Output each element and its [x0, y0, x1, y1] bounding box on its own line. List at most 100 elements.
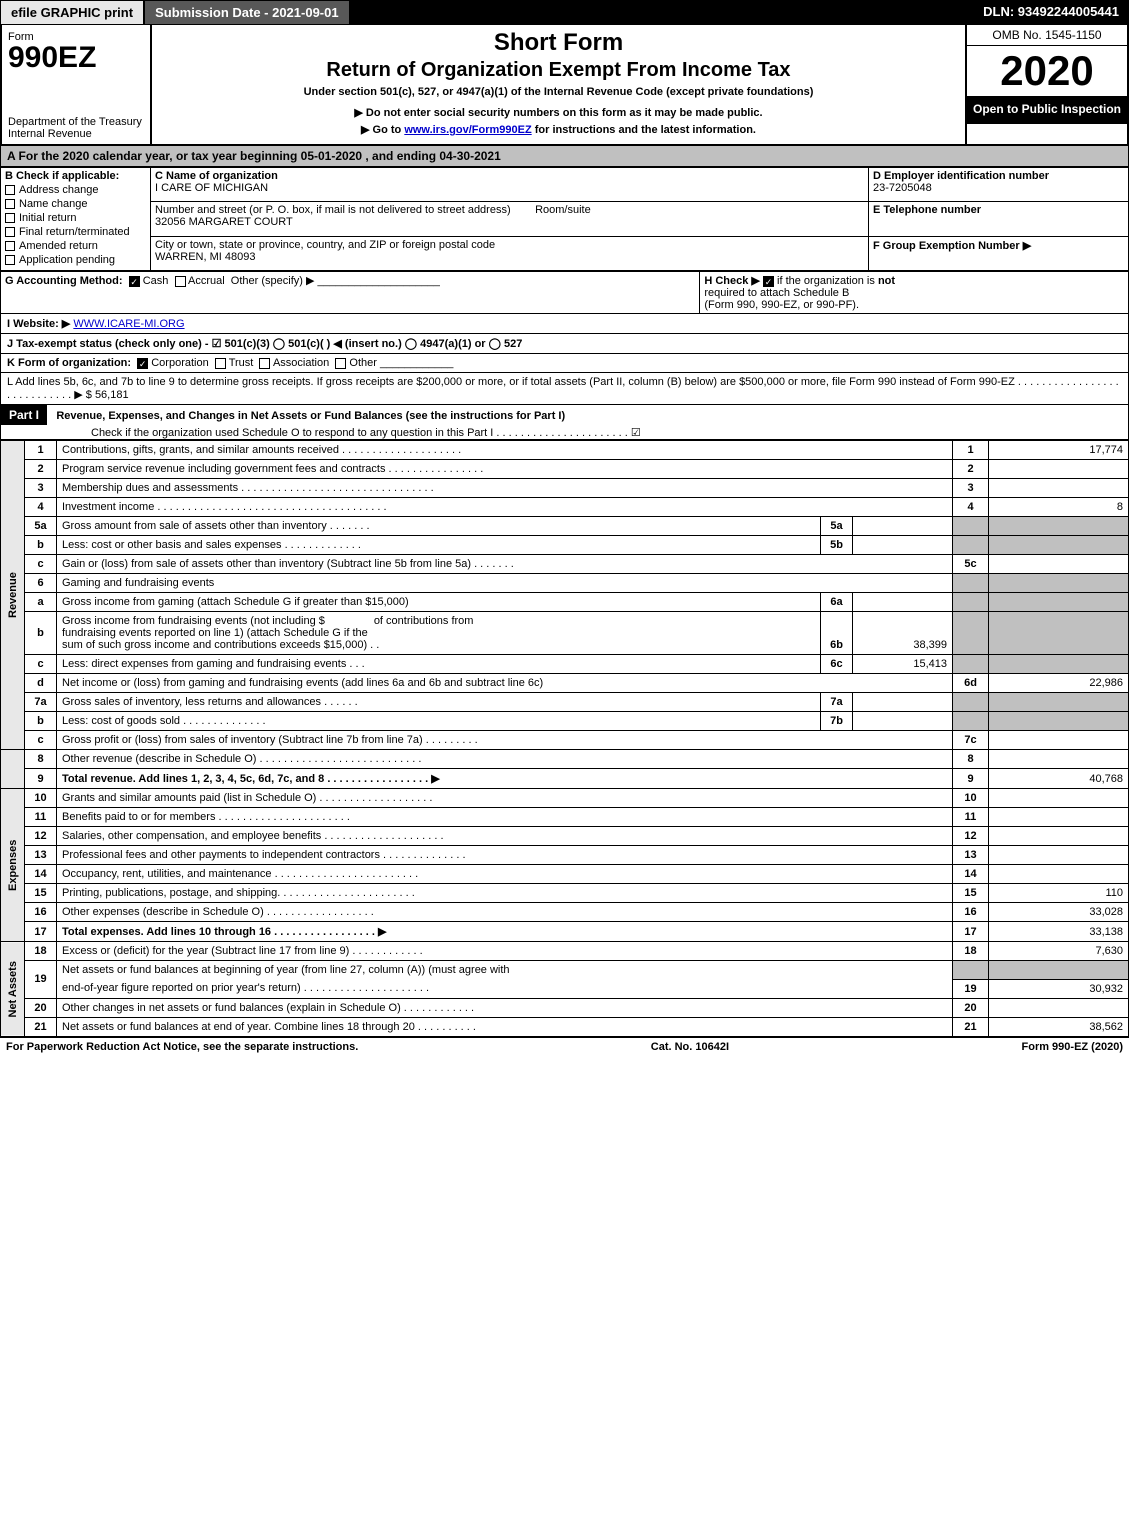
l6b-sl: 6b	[821, 612, 853, 655]
h-text2: if the organization is	[777, 275, 875, 287]
l6a-desc: Gross income from gaming (attach Schedul…	[57, 593, 821, 612]
room-label: Room/suite	[535, 204, 591, 216]
chk-final-return-label: Final return/terminated	[19, 226, 130, 238]
l7a-gray2	[989, 693, 1129, 712]
l4-desc: Investment income . . . . . . . . . . . …	[57, 498, 953, 517]
l19-rn: 19	[953, 979, 989, 998]
l10-num: 10	[25, 789, 57, 808]
l19-gray2	[989, 961, 1129, 980]
box-d-label: D Employer identification number	[873, 170, 1049, 182]
h-not: not	[878, 275, 895, 287]
header-right: OMB No. 1545-1150 2020 Open to Public In…	[967, 25, 1127, 144]
l18-desc: Excess or (deficit) for the year (Subtra…	[57, 942, 953, 961]
l1-amt: 17,774	[989, 441, 1129, 460]
l16-amt: 33,028	[989, 903, 1129, 922]
ein-value: 23-7205048	[873, 182, 932, 194]
chk-initial-return[interactable]	[5, 213, 15, 223]
chk-cash[interactable]: ✓	[129, 276, 140, 287]
l7a-sa	[853, 693, 953, 712]
box-d: D Employer identification number 23-7205…	[869, 168, 1129, 202]
l5b-gray1	[953, 536, 989, 555]
chk-final-return[interactable]	[5, 227, 15, 237]
box-c-street: Number and street (or P. O. box, if mail…	[151, 202, 869, 236]
l7b-sl: 7b	[821, 712, 853, 731]
chk-trust[interactable]	[215, 358, 226, 369]
dept-line2: Internal Revenue	[8, 128, 92, 140]
l6c-sl: 6c	[821, 655, 853, 674]
revenue-side-label-2	[1, 750, 25, 789]
l3-num: 3	[25, 479, 57, 498]
chk-application-pending[interactable]	[5, 255, 15, 265]
part1-header: Part I Revenue, Expenses, and Changes in…	[0, 405, 1129, 440]
chk-address-change-label: Address change	[19, 184, 99, 196]
line-k: K Form of organization: ✓ Corporation Tr…	[0, 354, 1129, 373]
h-text4: required to attach Schedule B	[704, 287, 849, 299]
chk-amended-return-label: Amended return	[19, 240, 98, 252]
l6b-d4: sum of such gross income and contributio…	[62, 639, 379, 651]
l21-amt: 38,562	[989, 1017, 1129, 1036]
g-cash: Cash	[143, 275, 169, 287]
l7c-rn: 7c	[953, 731, 989, 750]
k-assoc: Association	[273, 357, 329, 369]
form-subtitle: Under section 501(c), 527, or 4947(a)(1)…	[160, 86, 957, 98]
website-link[interactable]: WWW.ICARE-MI.ORG	[73, 318, 184, 330]
irs-link[interactable]: www.irs.gov/Form990EZ	[404, 124, 531, 136]
l18-amt: 7,630	[989, 942, 1129, 961]
l5c-num: c	[25, 555, 57, 574]
line-j: J Tax-exempt status (check only one) - ☑…	[0, 334, 1129, 354]
l5a-gray2	[989, 517, 1129, 536]
chk-amended-return[interactable]	[5, 241, 15, 251]
l5c-amt	[989, 555, 1129, 574]
l12-desc: Salaries, other compensation, and employ…	[57, 827, 953, 846]
l16-num: 16	[25, 903, 57, 922]
l5b-gray2	[989, 536, 1129, 555]
g-label: G Accounting Method:	[5, 275, 123, 287]
l11-desc: Benefits paid to or for members . . . . …	[57, 808, 953, 827]
box-b-label: B Check if applicable:	[5, 170, 146, 182]
l5a-sl: 5a	[821, 517, 853, 536]
l19-desc2: end-of-year figure reported on prior yea…	[57, 979, 953, 998]
chk-assoc[interactable]	[259, 358, 270, 369]
l11-rn: 11	[953, 808, 989, 827]
tax-year: 2020	[967, 46, 1127, 96]
line-h: H Check ▶ ✓ if the organization is not r…	[700, 272, 1129, 314]
expenses-side-label: Expenses	[1, 789, 25, 942]
efile-button[interactable]: efile GRAPHIC print	[0, 0, 144, 25]
form-title-short: Short Form	[160, 29, 957, 57]
k-other: Other	[349, 357, 377, 369]
chk-corp[interactable]: ✓	[137, 358, 148, 369]
l9-amt: 40,768	[989, 769, 1129, 789]
l18-rn: 18	[953, 942, 989, 961]
form-note-2: ▶ Go to www.irs.gov/Form990EZ for instru…	[160, 123, 957, 136]
l-text: L Add lines 5b, 6c, and 7b to line 9 to …	[7, 376, 1119, 401]
netassets-side-label: Net Assets	[1, 942, 25, 1037]
chk-name-change[interactable]	[5, 199, 15, 209]
l1-rn: 1	[953, 441, 989, 460]
street-value: 32056 MARGARET COURT	[155, 216, 293, 228]
chk-accrual[interactable]	[175, 276, 186, 287]
chk-h[interactable]: ✓	[763, 276, 774, 287]
g-other: Other (specify) ▶	[231, 275, 315, 287]
period-bar: A For the 2020 calendar year, or tax yea…	[0, 146, 1129, 167]
l20-amt	[989, 998, 1129, 1017]
l6a-sa	[853, 593, 953, 612]
submission-date-button[interactable]: Submission Date - 2021-09-01	[144, 0, 350, 25]
l18-num: 18	[25, 942, 57, 961]
chk-address-change[interactable]	[5, 185, 15, 195]
l15-num: 15	[25, 884, 57, 903]
l7c-desc: Gross profit or (loss) from sales of inv…	[57, 731, 953, 750]
l6c-desc: Less: direct expenses from gaming and fu…	[57, 655, 821, 674]
l4-rn: 4	[953, 498, 989, 517]
l12-amt	[989, 827, 1129, 846]
footer-left: For Paperwork Reduction Act Notice, see …	[6, 1041, 358, 1053]
h-label: H Check ▶	[704, 275, 760, 287]
gh-table: G Accounting Method: ✓ Cash Accrual Othe…	[0, 271, 1129, 314]
l7a-sl: 7a	[821, 693, 853, 712]
l13-amt	[989, 846, 1129, 865]
l2-rn: 2	[953, 460, 989, 479]
chk-other-org[interactable]	[335, 358, 346, 369]
footer-right: Form 990-EZ (2020)	[1022, 1041, 1123, 1053]
l19-amt: 30,932	[989, 979, 1129, 998]
l6a-gray1	[953, 593, 989, 612]
l2-num: 2	[25, 460, 57, 479]
